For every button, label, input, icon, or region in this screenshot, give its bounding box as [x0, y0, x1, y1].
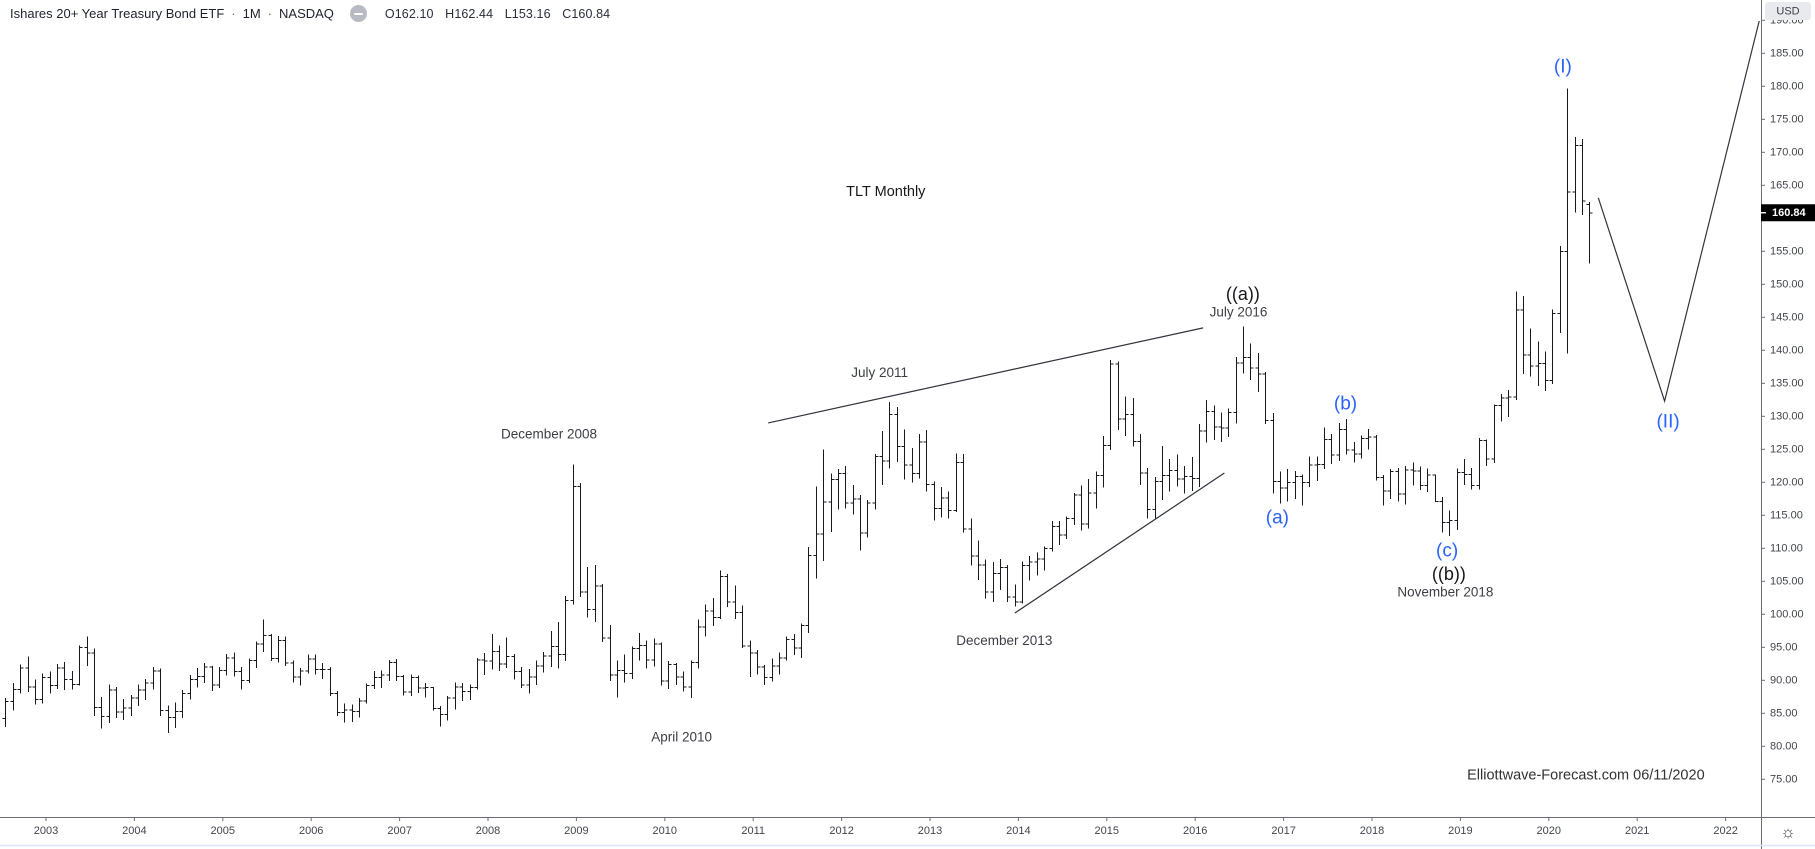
year-label: 2003	[34, 825, 58, 837]
year-label: 2012	[829, 825, 853, 837]
price-axis-label: 120.00	[1770, 476, 1804, 488]
annotation-july-2011: July 2011	[851, 365, 908, 380]
last-price-badge: 160.84	[1761, 204, 1815, 222]
year-label: 2005	[211, 825, 235, 837]
year-label: 2004	[122, 825, 146, 837]
annotation-december-2013: December 2013	[956, 633, 1052, 648]
low-label: L	[504, 6, 512, 21]
price-axis-label: 145.00	[1770, 311, 1804, 323]
year-label: 2015	[1095, 825, 1119, 837]
price-axis-label: 130.00	[1770, 410, 1804, 422]
price-axis-label: 105.00	[1770, 575, 1804, 587]
year-label: 2019	[1448, 825, 1472, 837]
year-label: 2016	[1183, 825, 1207, 837]
currency-badge: USD	[1765, 2, 1811, 20]
annotation-a: (a)	[1266, 507, 1289, 528]
annotation-a: ((a))	[1226, 284, 1260, 304]
price-axis-label: 95.00	[1770, 641, 1798, 653]
annotation-i: (I)	[1554, 57, 1572, 78]
price-axis-label: 185.00	[1770, 47, 1804, 59]
annotation-c: (c)	[1436, 540, 1458, 561]
year-label: 2018	[1360, 825, 1384, 837]
last-price-value: 160.84	[1772, 207, 1807, 219]
upper-trendline-2011-2016[interactable]	[768, 327, 1204, 424]
year-label: 2010	[653, 825, 677, 837]
high-label: H	[445, 6, 455, 21]
price-axis-label: 80.00	[1770, 740, 1798, 752]
annotation-b: ((b))	[1432, 564, 1466, 584]
price-axis-label: 155.00	[1770, 245, 1804, 257]
lower-trendline-2013-2016[interactable]	[1014, 472, 1225, 614]
interval-label[interactable]: 1M	[242, 6, 261, 21]
time-axis[interactable]: 2003 2004 2005 2006 2007 2008 2009 2010 2011 2012…	[0, 817, 1815, 837]
low-value: 153.16	[511, 6, 551, 21]
open-value: 162.10	[394, 6, 434, 21]
year-label: 2008	[476, 825, 500, 837]
year-label: 2011	[741, 825, 765, 837]
high-value: 162.44	[454, 6, 494, 21]
price-axis-label: 150.00	[1770, 278, 1804, 290]
annotation-november-2018: November 2018	[1397, 584, 1493, 599]
close-label: C	[562, 6, 572, 21]
last-price-badge-bg	[1761, 204, 1815, 222]
price-axis-label: 100.00	[1770, 608, 1804, 620]
collapse-minus-icon	[353, 12, 363, 15]
year-label: 2020	[1537, 825, 1561, 837]
year-label: 2014	[1006, 825, 1030, 837]
year-label: 2009	[564, 825, 588, 837]
legend-separator: ·	[231, 6, 236, 21]
price-axis-label: 90.00	[1770, 674, 1798, 686]
year-label: 2013	[918, 825, 942, 837]
price-axis-label: 175.00	[1770, 113, 1804, 125]
ohlc-bar-path	[2, 88, 1593, 734]
settings-gear-icon[interactable]: ☼	[1780, 823, 1796, 842]
price-axis-label: 170.00	[1770, 146, 1804, 158]
ohlc-readout: O162.10 H162.44 L153.16 C160.84	[385, 7, 618, 21]
price-axis-label: 115.00	[1770, 509, 1803, 521]
price-axis-label: 85.00	[1770, 707, 1798, 719]
price-axis-label: 110.00	[1770, 542, 1803, 554]
year-label: 2022	[1713, 825, 1737, 837]
legend-collapse-button[interactable]	[349, 5, 367, 22]
annotation-ii: (II)	[1656, 412, 1679, 433]
annotation-december-2008: December 2008	[501, 427, 597, 442]
annotation-b: (b)	[1334, 393, 1357, 414]
legend-separator: ·	[267, 6, 273, 21]
symbol-title[interactable]: Ishares 20+ Year Treasury Bond ETF	[10, 6, 225, 21]
year-label: 2021	[1625, 825, 1649, 837]
wave-projection-line[interactable]	[1597, 20, 1760, 404]
year-label: 2007	[387, 825, 411, 837]
currency-badge-bg	[1765, 2, 1811, 20]
price-axis-label: 125.00	[1770, 443, 1804, 455]
exchange-label: NASDAQ	[279, 6, 334, 21]
year-label: 2017	[1271, 825, 1295, 837]
legend: Ishares 20+ Year Treasury Bond ETF · 1M …	[10, 5, 618, 22]
open-label: O	[384, 6, 395, 21]
currency-label: USD	[1776, 6, 1799, 18]
price-axis[interactable]: 190.00185.00180.00175.00170.00165.00155.…	[1761, 0, 1815, 849]
ohlc-bars-series	[2, 88, 1593, 734]
annotation-july-2016: July 2016	[1210, 305, 1268, 320]
annotation-april-2010: April 2010	[651, 730, 712, 745]
price-axis-label: 165.00	[1770, 179, 1804, 191]
close-value: 160.84	[571, 6, 611, 21]
annotation-elliottwave-forecast-com-06-11-2020: Elliottwave-Forecast.com 06/11/2020	[1467, 767, 1705, 783]
price-axis-label: 180.00	[1770, 80, 1804, 92]
annotation-tlt-monthly: TLT Monthly	[846, 184, 926, 200]
price-axis-label: 75.00	[1770, 773, 1798, 785]
price-axis-label: 140.00	[1770, 344, 1804, 356]
price-axis-label: 135.00	[1770, 377, 1804, 389]
year-label: 2006	[299, 825, 323, 837]
